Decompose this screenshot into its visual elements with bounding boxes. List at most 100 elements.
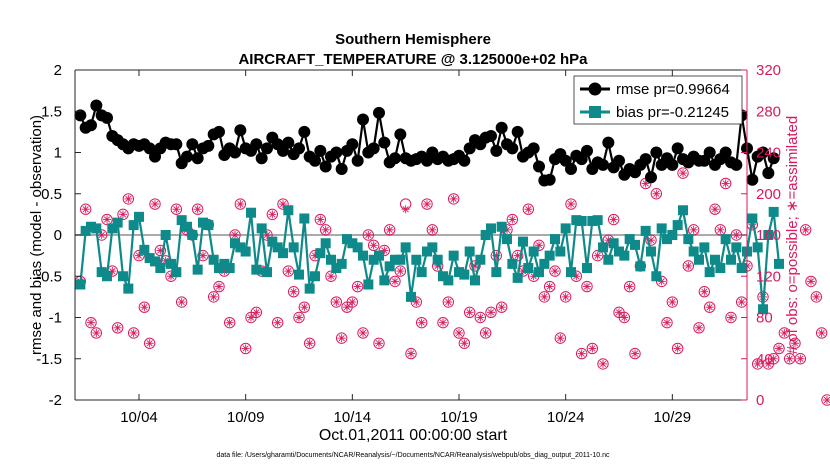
obs-possible-point <box>506 213 519 226</box>
obs-assimilated-point <box>236 200 245 209</box>
bias-point <box>416 267 427 278</box>
y-tick-label: -0.5 <box>36 268 62 285</box>
obs-possible-point <box>127 327 140 339</box>
rmse-point <box>309 154 321 167</box>
bias-point <box>384 261 395 272</box>
bias-point <box>603 254 614 265</box>
obs-assimilated-point <box>423 200 431 209</box>
bias-point <box>128 220 139 231</box>
obs-assimilated-point <box>577 349 586 358</box>
obs-assimilated-point <box>668 298 677 307</box>
obs-assimilated-point <box>119 210 127 219</box>
obs-assimilated-point <box>92 328 101 337</box>
obs-possible-point <box>335 332 348 344</box>
y2-tick-label: 320 <box>756 62 781 79</box>
rmse-point <box>767 152 780 165</box>
obs-assimilated-point <box>172 205 181 214</box>
bias-point <box>91 223 102 234</box>
rmse-point <box>394 128 407 141</box>
bias-point <box>304 283 315 294</box>
bias-point <box>694 254 704 265</box>
obs-possible-point <box>437 316 449 329</box>
bias-point <box>598 242 608 253</box>
x-tick-label: 10/19 <box>440 409 478 426</box>
chart-subtitle: AIRCRAFT_TEMPERATURE @ 3.125000e+02 hPa <box>238 51 588 68</box>
obs-possible-point <box>709 203 721 215</box>
bias-point <box>336 258 347 269</box>
rmse-point <box>458 154 471 167</box>
bias-point <box>614 246 624 257</box>
obs-assimilated-point <box>721 179 730 188</box>
rmse-point <box>234 124 247 137</box>
obs-possible-point <box>586 342 599 355</box>
obs-assimilated-point <box>508 215 517 224</box>
y-tick-label: 1.5 <box>41 103 62 120</box>
obs-assimilated-point <box>487 308 495 317</box>
bias-point <box>688 246 699 257</box>
bias-point <box>587 215 598 226</box>
obs-assimilated-point <box>247 313 255 322</box>
rmse-point <box>229 146 241 159</box>
obs-assimilated-point <box>753 359 762 368</box>
bias-point <box>491 267 502 278</box>
bias-point <box>768 206 779 217</box>
obs-possible-point <box>522 203 535 215</box>
obs-possible-point <box>655 275 668 288</box>
bias-point <box>331 263 342 273</box>
obs-assimilated-point <box>476 313 485 322</box>
bias-point <box>80 225 91 236</box>
obs-assimilated-point <box>359 328 367 337</box>
obs-possible-point <box>607 213 620 226</box>
obs-possible-point <box>671 342 684 355</box>
rmse-point <box>101 111 113 124</box>
bias-point <box>443 275 454 286</box>
obs-possible-point <box>815 327 828 339</box>
obs-assimilated-point <box>81 205 90 214</box>
obs-possible-point <box>778 327 791 339</box>
obs-assimilated-point <box>737 298 746 307</box>
obs-assimilated-point <box>375 339 383 348</box>
obs-assimilated-point <box>775 344 783 353</box>
bias-point <box>235 242 246 253</box>
obs-possible-point <box>693 322 705 334</box>
bias-point <box>374 250 384 261</box>
obs-possible-point <box>559 291 572 303</box>
obs-possible-point <box>799 224 812 236</box>
obs-possible-point <box>266 208 279 221</box>
obs-possible-point <box>367 239 380 252</box>
obs-possible-point <box>362 229 375 241</box>
obs-possible-point <box>677 167 689 179</box>
bias-point <box>310 271 320 282</box>
rmse-point <box>170 138 183 151</box>
rmse-point <box>645 171 657 184</box>
rmse-point <box>511 125 524 138</box>
bias-point <box>256 223 267 234</box>
obs-possible-point <box>597 358 609 370</box>
bias-point <box>315 248 326 259</box>
bias-point <box>608 238 619 249</box>
bias-point <box>75 279 86 290</box>
rmse-point <box>213 125 225 138</box>
x-tick-label: 10/29 <box>654 409 692 426</box>
bias-point <box>358 250 368 261</box>
obs-possible-point <box>725 311 737 324</box>
rmse-point <box>666 158 679 171</box>
rmse-point <box>490 144 503 157</box>
rmse-point <box>346 138 359 151</box>
obs-assimilated-point <box>727 313 735 322</box>
obs-possible-point <box>410 296 423 308</box>
bias-point <box>230 238 240 249</box>
bias-point <box>118 271 128 282</box>
rmse-point <box>282 136 295 149</box>
obs-assimilated-point <box>716 225 725 234</box>
obs-possible-point <box>479 327 492 339</box>
obs-possible-point <box>687 224 700 236</box>
rmse-point <box>330 146 343 159</box>
bias-point <box>294 269 304 280</box>
obs-possible-point <box>405 347 417 360</box>
bias-point <box>171 267 182 278</box>
bias-point <box>662 234 672 245</box>
bias-point <box>475 254 486 265</box>
obs-assimilated-point <box>593 251 602 260</box>
